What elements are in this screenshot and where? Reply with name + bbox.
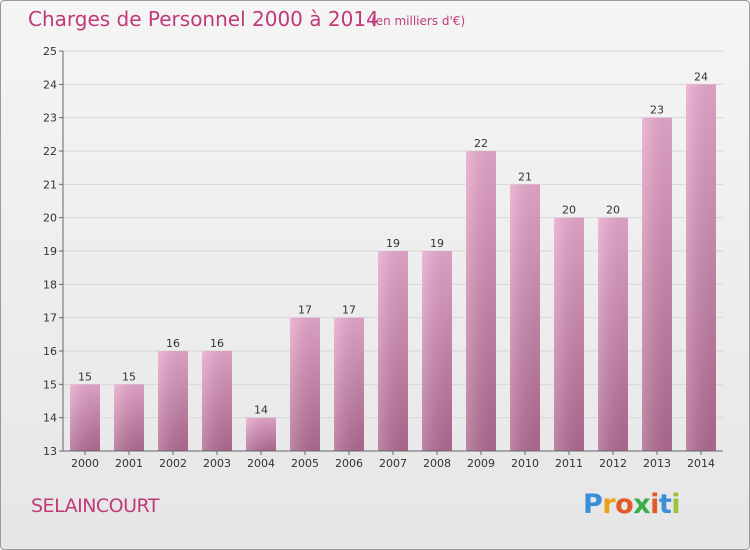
bar-highlight bbox=[246, 417, 276, 451]
data-label: 17 bbox=[342, 304, 356, 317]
x-tick-label: 2012 bbox=[599, 457, 627, 470]
data-label: 15 bbox=[78, 370, 92, 383]
x-tick-label: 2005 bbox=[291, 457, 319, 470]
x-tick-label: 2006 bbox=[335, 457, 363, 470]
data-label: 23 bbox=[650, 104, 664, 117]
bar-highlight bbox=[202, 351, 232, 451]
y-tick-label: 18 bbox=[43, 278, 57, 291]
x-tick-label: 2003 bbox=[203, 457, 231, 470]
data-label: 20 bbox=[606, 204, 620, 217]
x-tick-label: 2007 bbox=[379, 457, 407, 470]
bar-highlight bbox=[510, 184, 540, 452]
data-label: 19 bbox=[430, 237, 444, 250]
y-tick-label: 24 bbox=[43, 78, 57, 91]
data-label: 14 bbox=[254, 404, 268, 417]
x-tick-label: 2000 bbox=[71, 457, 99, 470]
proxiti-logo: Proxiti bbox=[583, 489, 681, 520]
bar-highlight bbox=[598, 217, 628, 451]
logo-letter: o bbox=[615, 489, 634, 520]
bar-highlight bbox=[290, 317, 320, 451]
data-label: 16 bbox=[210, 337, 224, 350]
y-tick-label: 16 bbox=[43, 345, 57, 358]
x-tick-label: 2011 bbox=[555, 457, 583, 470]
y-tick-label: 25 bbox=[43, 45, 57, 58]
x-tick-label: 2010 bbox=[511, 457, 539, 470]
logo-letter: x bbox=[633, 489, 651, 520]
logo-letter: t bbox=[658, 489, 672, 520]
bar-highlight bbox=[466, 151, 496, 451]
logo-letter: i bbox=[650, 489, 659, 520]
y-tick-label: 15 bbox=[43, 378, 57, 391]
y-tick-label: 19 bbox=[43, 245, 57, 258]
logo-letter: P bbox=[583, 489, 603, 520]
data-label: 17 bbox=[298, 304, 312, 317]
bar-highlight bbox=[70, 384, 100, 451]
y-tick-label: 14 bbox=[43, 412, 57, 425]
bar-highlight bbox=[114, 384, 144, 451]
logo-letter: i bbox=[671, 489, 681, 520]
y-tick-label: 13 bbox=[43, 445, 57, 458]
x-tick-label: 2004 bbox=[247, 457, 275, 470]
x-tick-label: 2001 bbox=[115, 457, 143, 470]
bar-highlight bbox=[686, 84, 716, 451]
data-label: 20 bbox=[562, 204, 576, 217]
data-label: 16 bbox=[166, 337, 180, 350]
x-tick-label: 2009 bbox=[467, 457, 495, 470]
logo-letter: r bbox=[602, 489, 616, 520]
y-tick-label: 17 bbox=[43, 312, 57, 325]
commune-name: SELAINCOURT bbox=[31, 495, 159, 517]
bar-highlight bbox=[554, 217, 584, 451]
y-tick-label: 20 bbox=[43, 212, 57, 225]
data-label: 24 bbox=[694, 70, 708, 83]
bar-highlight bbox=[378, 251, 408, 451]
bar-highlight bbox=[334, 317, 364, 451]
data-label: 21 bbox=[518, 170, 532, 183]
data-label: 19 bbox=[386, 237, 400, 250]
y-tick-label: 21 bbox=[43, 178, 57, 191]
chart-subtitle: (en milliers d'€) bbox=[371, 14, 466, 28]
data-label: 22 bbox=[474, 137, 488, 150]
bar-highlight bbox=[642, 117, 672, 452]
bar-highlight bbox=[158, 351, 188, 451]
y-tick-label: 23 bbox=[43, 112, 57, 125]
chart-title: Charges de Personnel 2000 à 2014 bbox=[28, 7, 379, 31]
data-label: 15 bbox=[122, 370, 136, 383]
x-tick-label: 2014 bbox=[687, 457, 715, 470]
bar-highlight bbox=[422, 251, 452, 451]
x-tick-label: 2013 bbox=[643, 457, 671, 470]
x-tick-label: 2008 bbox=[423, 457, 451, 470]
y-tick-label: 22 bbox=[43, 145, 57, 158]
x-tick-label: 2002 bbox=[159, 457, 187, 470]
